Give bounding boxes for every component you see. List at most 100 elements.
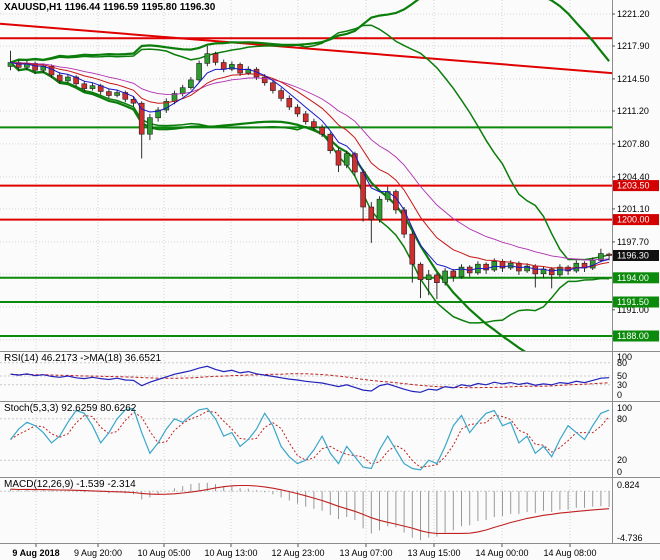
time-axis-label: 13 Aug 07:00 <box>339 548 392 558</box>
candle-body <box>532 265 539 275</box>
candle-body <box>220 62 227 70</box>
indicator-axis-label: 20 <box>617 455 627 465</box>
bollinger-bands <box>9 0 610 351</box>
time-axis-label: 9 Aug 2018 <box>12 548 59 558</box>
candle-body <box>417 263 424 281</box>
price-badge-label: 1194.00 <box>617 273 649 283</box>
price-axis-label: 1214.50 <box>617 74 650 84</box>
candle-body <box>196 63 202 81</box>
candle-body <box>458 266 465 278</box>
price-badge-label: 1196.30 <box>617 251 649 261</box>
rsi-panel <box>0 362 612 393</box>
indicator-axis-label: -4.736 <box>617 533 643 543</box>
price-axis-labels: 1221.20 1217.90 1214.50 1211.20 1207.80 1204.… <box>612 9 650 315</box>
candle-body <box>548 268 555 276</box>
time-axis-label: 13 Aug 15:00 <box>407 548 460 558</box>
candle-body <box>368 206 375 220</box>
macd-histogram <box>10 482 610 541</box>
candle-body <box>261 76 268 84</box>
time-axis-labels: 9 Aug 2018 9 Aug 20:00 10 Aug 05:00 10 Aug … <box>12 543 597 558</box>
price-axis-label: 1211.20 <box>617 106 649 116</box>
time-axis-label: 12 Aug 23:00 <box>271 548 324 558</box>
time-axis-label: 14 Aug 00:00 <box>475 548 528 558</box>
candle-body <box>56 74 63 82</box>
candle-body <box>106 91 112 96</box>
candle-body <box>335 150 342 166</box>
time-axis-label: 10 Aug 05:00 <box>137 548 190 558</box>
candle-body <box>229 64 235 70</box>
candle-body <box>286 98 293 108</box>
candle-body <box>450 270 457 278</box>
price-badge-red <box>613 214 659 226</box>
trendline <box>0 22 612 75</box>
price-grid <box>0 13 612 341</box>
candle-body <box>65 76 71 82</box>
candle-body <box>360 171 366 208</box>
stoch-panel <box>0 407 612 471</box>
candle-body <box>491 260 498 271</box>
macd-panel <box>0 482 612 541</box>
price-badge-green <box>613 296 659 308</box>
candle-body <box>204 53 211 64</box>
price-axis-label: 1197.70 <box>617 237 649 247</box>
candle-body <box>442 270 448 283</box>
price-badges: 1203.50 1200.00 1196.30 1194.00 1191.50 1188.… <box>613 180 659 342</box>
price-badge-black <box>613 250 659 261</box>
ma-lines <box>10 62 610 272</box>
candle-body <box>376 198 383 220</box>
indicator-axis-label: 100 <box>617 403 632 413</box>
candle-body <box>483 263 489 271</box>
candle-body <box>343 153 350 166</box>
candle-body <box>81 83 88 89</box>
indicator-axis-label: 30 <box>617 380 627 390</box>
candle-body <box>409 233 416 265</box>
candle-body <box>425 274 432 280</box>
candle-body <box>434 274 440 283</box>
candle-body <box>327 133 334 151</box>
price-axis-label: 1217.90 <box>617 41 650 51</box>
candle-body <box>294 106 301 115</box>
candle-body <box>524 265 530 272</box>
indicator-axis-label: 80 <box>617 358 627 368</box>
indicator-axis-label: 0.824 <box>617 480 640 490</box>
time-axis-label: 9 Aug 20:00 <box>74 548 122 558</box>
candle-body <box>352 153 358 173</box>
candle-body <box>15 62 22 68</box>
price-axis-label: 1207.80 <box>617 139 650 149</box>
price-axis-label: 1204.40 <box>617 172 650 182</box>
candle-body <box>319 127 325 135</box>
indicator-axis-label: 80 <box>617 414 627 424</box>
time-axis-label: 10 Aug 13:00 <box>204 548 257 558</box>
candle-body <box>188 79 194 89</box>
candle-body <box>122 92 129 100</box>
candle-body <box>212 53 219 63</box>
price-badge-label: 1188.00 <box>617 331 649 341</box>
indicator-axis-label: 50 <box>617 371 627 381</box>
price-axis-label: 1191.00 <box>617 305 649 315</box>
candle-body <box>598 253 604 261</box>
indicator-axis-label: 0 <box>617 390 622 400</box>
trendline-layer <box>0 22 612 75</box>
candle-body <box>270 82 276 91</box>
candle-body <box>606 253 612 256</box>
price-badge-red <box>613 180 659 192</box>
price-badge-label: 1191.50 <box>617 297 649 307</box>
price-badge-label: 1200.00 <box>617 215 650 225</box>
price-axis-label: 1221.20 <box>617 9 650 19</box>
candle-body <box>114 92 120 96</box>
price-axis-label: 1201.10 <box>617 204 650 214</box>
candle-body <box>278 90 284 99</box>
candle-body <box>311 121 317 128</box>
price-badge-green <box>613 272 659 284</box>
price-badge-green <box>613 330 659 342</box>
candle-body <box>155 109 161 119</box>
indicator-axis-label: 0 <box>617 467 622 477</box>
candle-body <box>557 266 563 276</box>
candle-body <box>179 87 186 94</box>
price-badge-label: 1203.50 <box>617 181 650 191</box>
indicator-axis-label: 100 <box>617 352 632 362</box>
candle-body <box>138 102 145 135</box>
